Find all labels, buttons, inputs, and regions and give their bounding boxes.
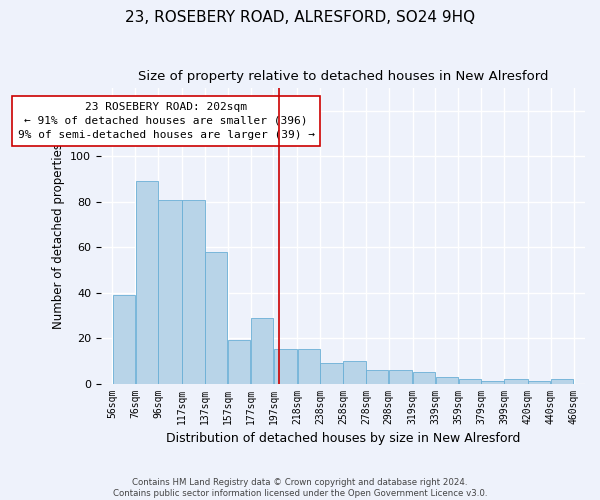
Title: Size of property relative to detached houses in New Alresford: Size of property relative to detached ho… bbox=[138, 70, 548, 83]
Bar bbox=[436, 376, 458, 384]
Bar bbox=[366, 370, 388, 384]
Bar bbox=[228, 340, 250, 384]
Bar bbox=[158, 200, 182, 384]
Bar bbox=[458, 379, 481, 384]
Bar bbox=[274, 350, 297, 384]
Bar bbox=[551, 379, 573, 384]
Bar bbox=[298, 350, 320, 384]
Text: Contains HM Land Registry data © Crown copyright and database right 2024.
Contai: Contains HM Land Registry data © Crown c… bbox=[113, 478, 487, 498]
Bar bbox=[205, 252, 227, 384]
Text: 23 ROSEBERY ROAD: 202sqm
← 91% of detached houses are smaller (396)
9% of semi-d: 23 ROSEBERY ROAD: 202sqm ← 91% of detach… bbox=[17, 102, 314, 140]
Bar bbox=[113, 295, 135, 384]
Bar bbox=[504, 379, 527, 384]
Bar bbox=[320, 363, 343, 384]
Bar bbox=[182, 200, 205, 384]
Bar bbox=[251, 318, 273, 384]
Bar bbox=[343, 361, 365, 384]
Y-axis label: Number of detached properties: Number of detached properties bbox=[52, 143, 65, 329]
Bar bbox=[136, 182, 158, 384]
Bar bbox=[528, 382, 550, 384]
Bar bbox=[481, 382, 503, 384]
X-axis label: Distribution of detached houses by size in New Alresford: Distribution of detached houses by size … bbox=[166, 432, 520, 445]
Bar bbox=[389, 370, 412, 384]
Text: 23, ROSEBERY ROAD, ALRESFORD, SO24 9HQ: 23, ROSEBERY ROAD, ALRESFORD, SO24 9HQ bbox=[125, 10, 475, 25]
Bar bbox=[413, 372, 435, 384]
